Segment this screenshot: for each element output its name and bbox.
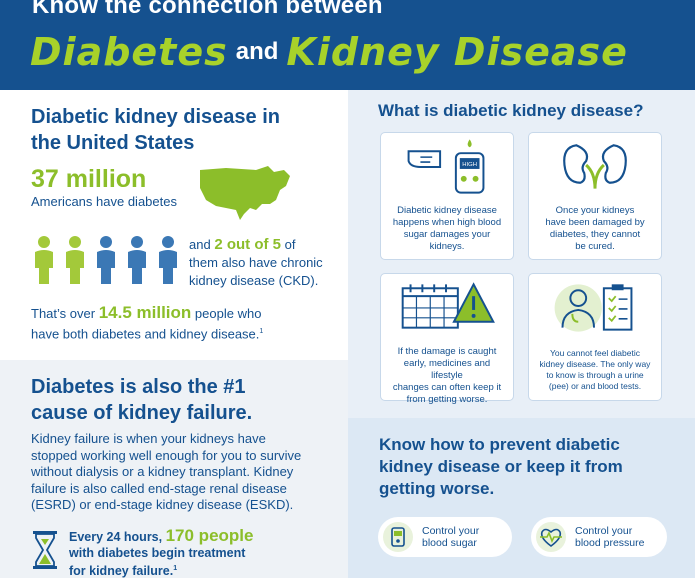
card-text-line: changes can often keep it: [392, 382, 502, 393]
tip-blood-pressure-text: Control your blood pressure: [575, 525, 644, 549]
person-icon: [159, 236, 177, 284]
card-text-line: sugar damages your: [403, 229, 491, 240]
card-text-line: to know is through a urine: [546, 370, 644, 380]
diabetes-count-label: Americans have diabetes: [31, 194, 177, 209]
tip-line2: blood sugar: [422, 537, 477, 549]
card3-text: If the damage is caught early, medicines…: [387, 346, 507, 406]
person-icon: [128, 236, 146, 284]
doctor-checklist-icon: [554, 284, 633, 332]
tip-blood-sugar-text: Control your blood sugar: [422, 525, 479, 549]
card-text-line: (pee) or and blood tests.: [548, 381, 642, 391]
ckd-ratio-text: and 2 out of 5 of them also have chronic…: [189, 236, 323, 290]
header-title: Diabetes and Kidney Disease: [30, 30, 628, 74]
card-text-line: You cannot feel diabetic: [550, 348, 640, 358]
failure-section-title: Diabetes is also the #1 cause of kidney …: [31, 374, 252, 426]
card-text-line: have been damaged by: [545, 217, 645, 228]
us-title-line1: Diabetic kidney disease in: [31, 106, 280, 128]
pill-icon-bg: [383, 522, 413, 552]
ratio-value: 2 out of 5: [214, 236, 281, 253]
card-text-line: Once your kidneys: [555, 205, 635, 216]
person-icon: [66, 236, 84, 284]
tip-line1: Control your: [422, 525, 480, 537]
card-text-line: happens when high blood: [392, 217, 502, 228]
heartbeat-icon: [540, 528, 562, 547]
person-icon: [97, 236, 115, 284]
over-line2: have both diabetes and kidney disease.: [31, 326, 260, 342]
meter-high-label: HIGH: [462, 162, 477, 168]
card4-text: You cannot feel diabetic kidney disease.…: [535, 348, 655, 392]
glucose-meter-icon: HIGH: [407, 139, 485, 194]
prevention-title-line: getting worse.: [379, 479, 495, 498]
failure-desc-line: Kidney failure is when your kidneys have: [31, 431, 266, 446]
over-suffix: people who: [194, 306, 262, 321]
every-footnote: 1: [173, 565, 178, 572]
card-text-line: diabetes, they cannot: [549, 229, 641, 240]
calendar-warning-icon: [401, 282, 495, 329]
failure-title-line1: Diabetes is also the #1: [31, 376, 246, 398]
over-prefix: That’s over: [31, 306, 96, 321]
us-map-icon: [200, 166, 290, 220]
diabetes-count: 37 million: [31, 165, 147, 193]
daily-treatment-stat: Every 24 hours, 170 people with diabetes…: [69, 526, 254, 578]
every-line2: with diabetes begin treatment: [69, 546, 246, 560]
card-text-line: kidney disease. The only way: [539, 359, 651, 369]
both-conditions-text: That’s over 14.5 million people who have…: [31, 304, 263, 343]
person-icon: [35, 236, 53, 284]
info-card-caught-early: If the damage is caught early, medicines…: [380, 273, 514, 405]
info-card-cannot-be-cured: Once your kidneys have been damaged by d…: [528, 132, 662, 260]
header-and: and: [235, 38, 279, 65]
card-text-line: early, medicines and lifestyle: [403, 358, 491, 381]
prevention-title: Know how to prevent diabetic kidney dise…: [379, 434, 669, 500]
us-title-line2: the United States: [31, 132, 195, 154]
card-text-line: be cured.: [575, 241, 615, 252]
tip-blood-pressure: Control your blood pressure: [531, 517, 667, 557]
header-kidney-disease: Kidney Disease: [286, 30, 628, 74]
card-text-line: from getting worse.: [406, 394, 488, 405]
card-text-line: Diabetic kidney disease: [397, 205, 497, 216]
pill-icon-bg: [536, 522, 566, 552]
ratio-suffix: of: [284, 237, 296, 252]
header-subtitle: Know the connection between: [32, 0, 383, 19]
kidneys-icon: [563, 144, 627, 189]
blood-sugar-meter-icon: [391, 527, 405, 547]
failure-description: Kidney failure is when your kidneys have…: [31, 431, 301, 514]
header-banner: Know the connection between Diabetes and K…: [0, 0, 695, 90]
us-stats-panel: [0, 90, 348, 360]
failure-title-line2: cause of kidney failure.: [31, 402, 253, 424]
card-text-line: If the damage is caught: [397, 346, 497, 357]
every-prefix: Every 24 hours,: [69, 530, 163, 544]
prevention-title-line: kidney disease or keep it from: [379, 457, 623, 476]
tip-line2: blood pressure: [575, 537, 645, 549]
hourglass-icon: [33, 531, 57, 569]
footnote-marker: 1: [259, 328, 264, 335]
failure-desc-line: (ESRD) or end-stage kidney disease (ESKD…: [31, 497, 294, 512]
info-card-high-blood-sugar: HIGH Diabetic kidney disease happens whe…: [380, 132, 514, 260]
ratio-line3: kidney disease (CKD).: [189, 273, 319, 288]
every-value: 170 people: [165, 526, 254, 545]
card1-text: Diabetic kidney disease happens when hig…: [387, 205, 507, 253]
tip-blood-sugar: Control your blood sugar: [378, 517, 512, 557]
tip-line1: Control your: [575, 525, 633, 537]
card2-text: Once your kidneys have been damaged by d…: [535, 205, 655, 253]
failure-desc-line: stopped working well enough for you to s…: [31, 447, 302, 463]
what-is-title: What is diabetic kidney disease?: [378, 101, 644, 120]
us-section-title: Diabetic kidney disease in the United St…: [31, 104, 280, 156]
kidney-failure-panel: [0, 360, 348, 578]
header-diabetes: Diabetes: [30, 30, 228, 74]
info-card-cannot-feel: You cannot feel diabetic kidney disease.…: [528, 273, 662, 401]
ratio-prefix: and: [189, 237, 211, 252]
over-value: 14.5 million: [98, 303, 192, 322]
card-text-line: kidneys.: [429, 241, 465, 252]
failure-desc-line: failure is also called end-stage renal d…: [31, 480, 287, 496]
ratio-line2: them also have chronic: [189, 255, 323, 270]
every-line3: for kidney failure.: [69, 564, 174, 578]
failure-desc-line: without dialysis or a kidney transplant.…: [31, 464, 294, 479]
prevention-title-line: Know how to prevent diabetic: [379, 435, 620, 454]
